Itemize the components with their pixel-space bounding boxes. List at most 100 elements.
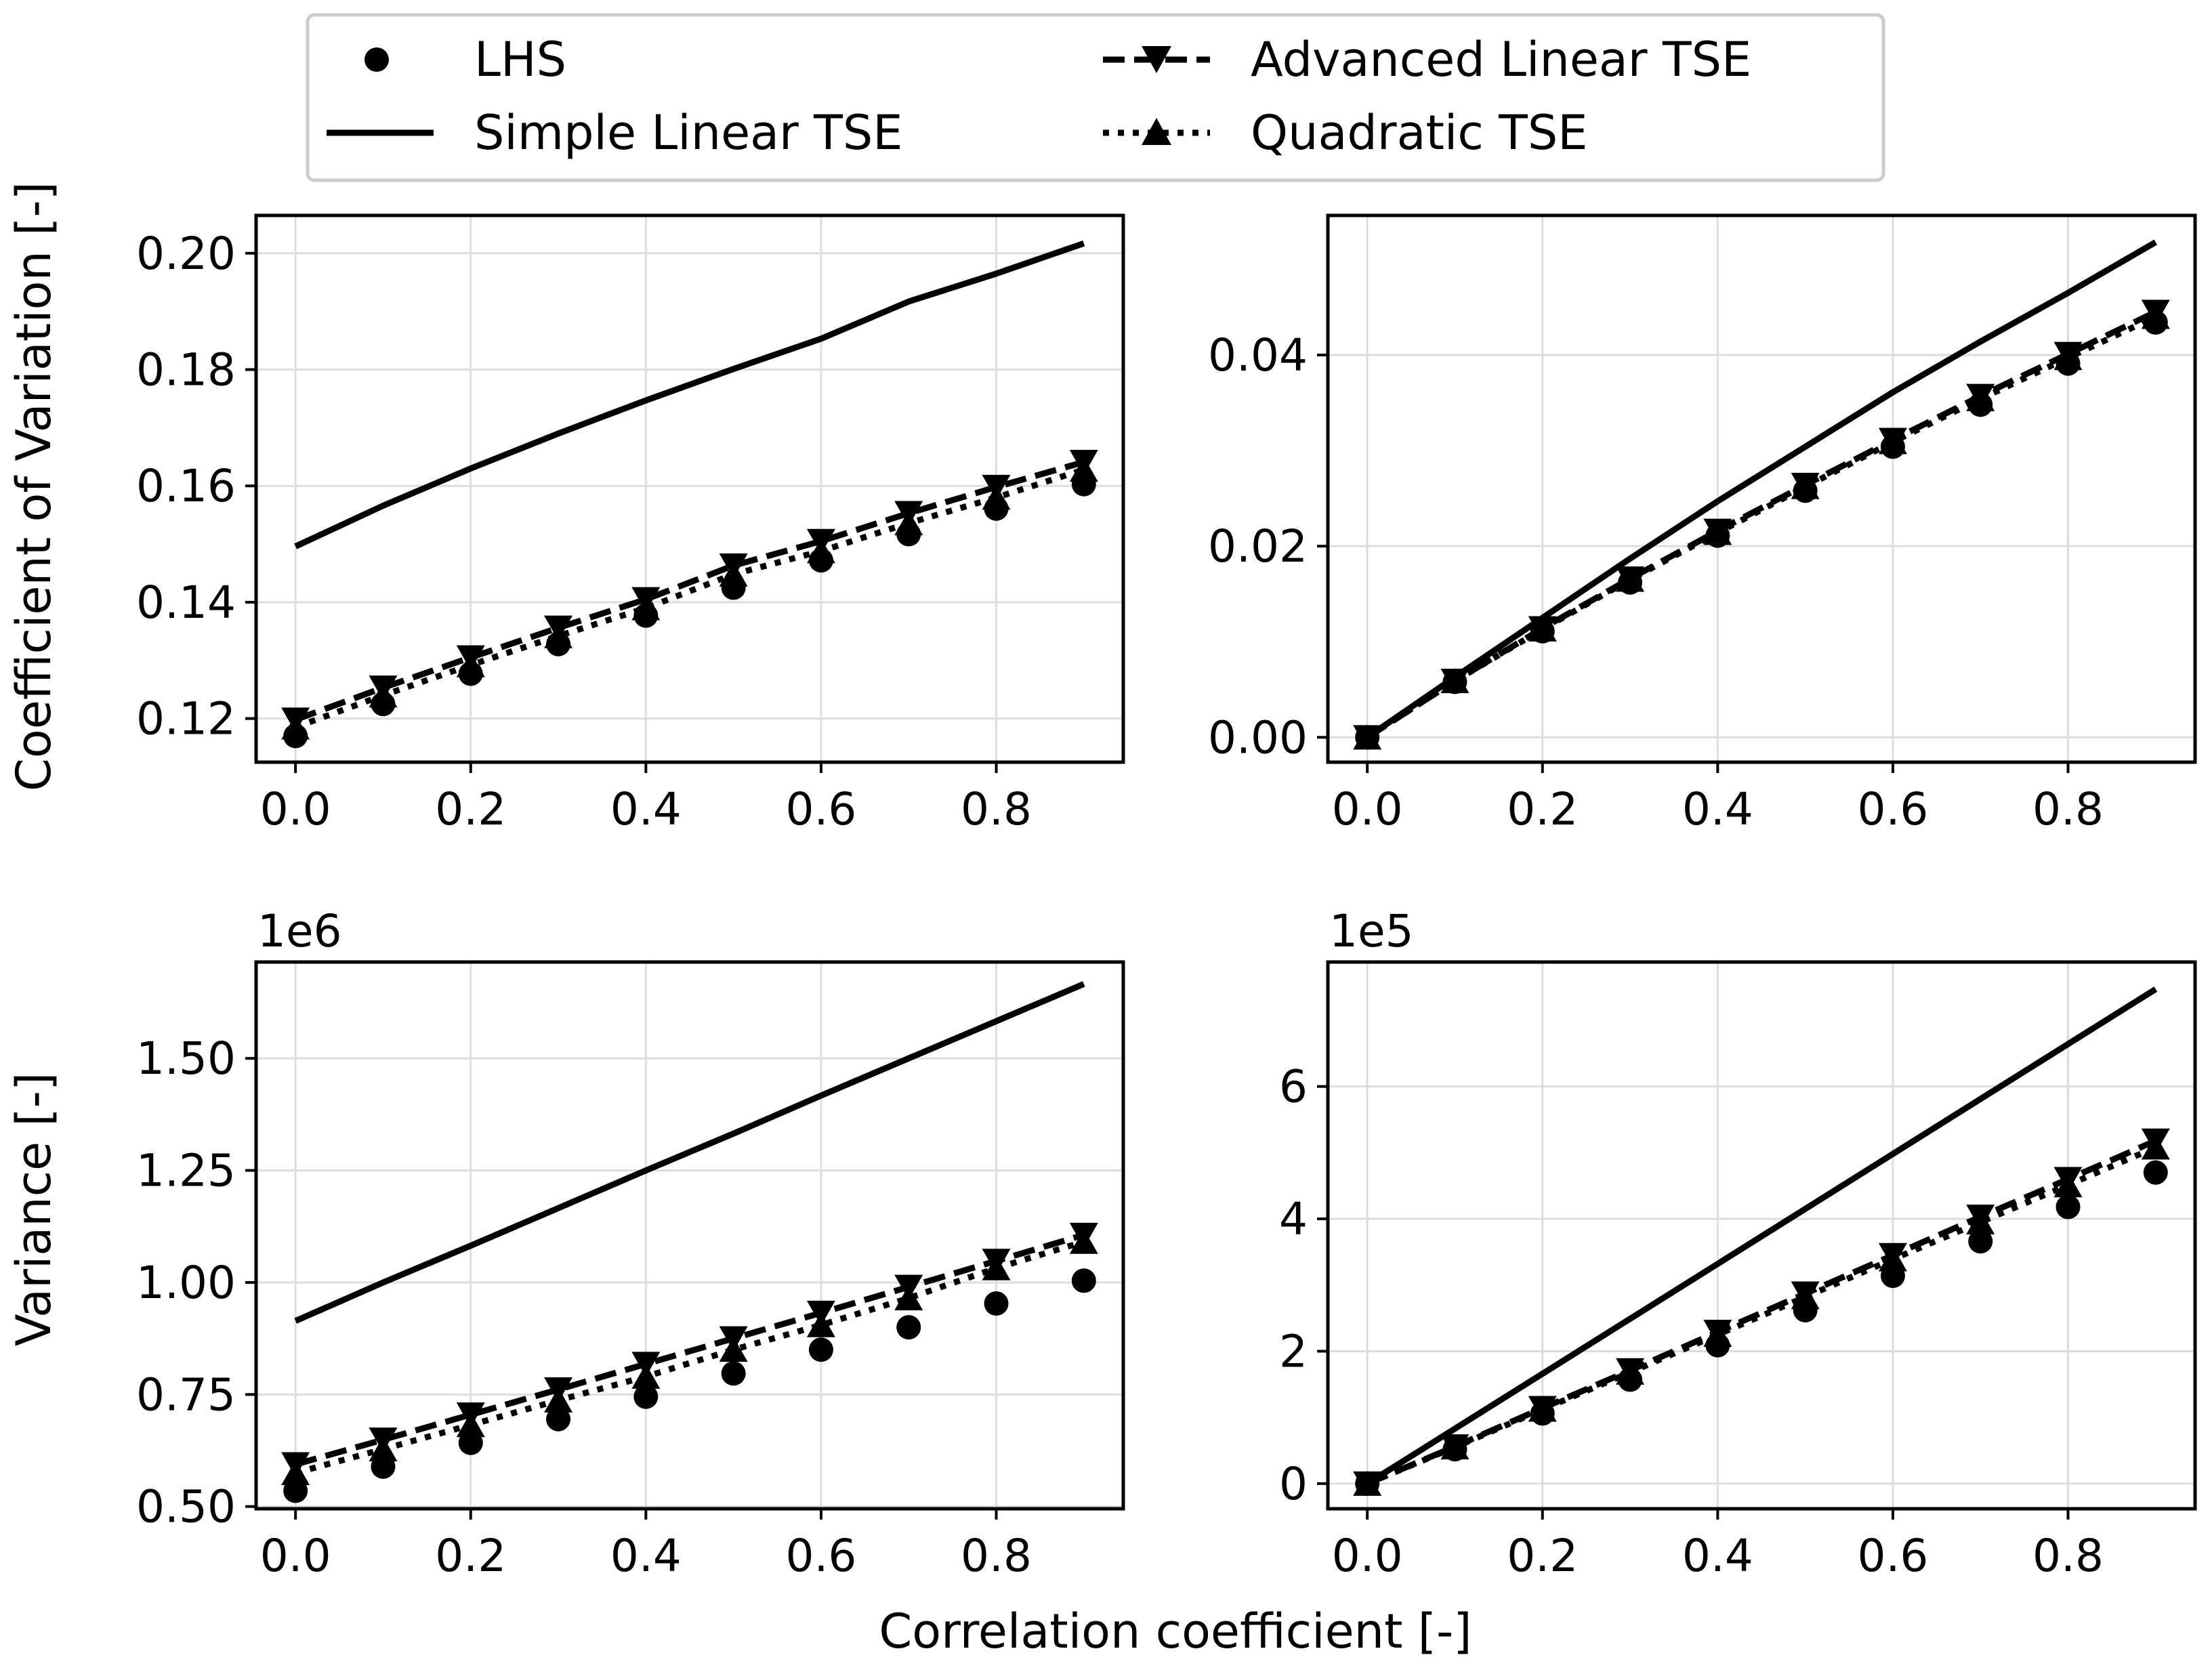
series-line-advanced-linear-tse [294,459,1085,723]
panel-top-left: 0.0 0.2 0.4 0.6 0.8 0.12 0.14 0.16 0.18 0.20 [136,213,1125,835]
offset-label-bottom-right: 1e5 [1329,905,1414,957]
y-tick-label: 0.50 [136,1481,236,1533]
x-axis-label: Correlation coefficient [-] [879,1604,1472,1659]
marker-quadratic-tse [1966,1209,1995,1234]
y-tick-label: 0.16 [136,460,236,512]
series-line-quadratic-tse [294,466,1085,730]
marker-quadratic-tse [982,484,1011,510]
marker-quadratic-tse [2141,1134,2170,1160]
offset-label-bottom-left: 1e6 [257,905,342,957]
marker-quadratic-tse [2141,304,2170,329]
marker-quadratic-tse [1616,1359,1645,1385]
marker-quadratic-tse [1878,429,1907,455]
marker-quadratic-tse [1791,1284,1820,1310]
series-line-quadratic-tse [295,1238,1085,1476]
y-tick-label: 4 [1279,1193,1308,1245]
series-line-advanced-linear-tse [1366,1137,2157,1487]
marker-lhs [1968,1229,1993,1254]
marker-quadratic-tse [281,714,310,740]
x-tick-label: 0.6 [1857,783,1928,835]
legend-label-advanced-linear-tse: Advanced Linear TSE [1251,32,1751,87]
marker-quadratic-tse [369,1436,398,1462]
marker-quadratic-tse [281,1460,310,1486]
marker-lhs [896,1315,921,1340]
series-line-quadratic-tse [1365,314,2157,740]
legend-lhs-marker-icon [364,47,389,72]
x-tick-label: 0.0 [260,1530,331,1582]
marker-quadratic-tse [719,561,748,587]
x-tick-label: 0.6 [785,783,856,835]
marker-quadratic-tse [1069,1228,1098,1254]
y-tick-label: 0.18 [136,344,236,396]
marker-quadratic-tse [894,510,923,536]
panel-bottom-left: 0.0 0.2 0.4 0.6 0.8 0.50 0.75 1.00 1.25 1.50 [136,960,1125,1582]
marker-quadratic-tse [1616,566,1645,592]
marker-quadratic-tse [544,1387,573,1413]
marker-quadratic-tse [982,1255,1011,1280]
marker-quadratic-tse [1528,616,1557,642]
marker-quadratic-tse [1440,1434,1469,1460]
x-tick-label: 0.4 [1682,783,1753,835]
x-tick-label: 0.2 [1507,1530,1578,1582]
marker-quadratic-tse [1353,724,1382,750]
y-tick-label: 0.14 [136,577,236,629]
y-tick-label: 1.50 [136,1032,236,1085]
axes-frame [1326,213,2197,764]
marker-quadratic-tse [2053,345,2083,371]
y-tick-label: 1.00 [136,1257,236,1309]
marker-quadratic-tse [1069,457,1098,482]
axes-frame [254,960,1125,1511]
marker-quadratic-tse [456,1412,485,1438]
x-tick-label: 0.6 [1857,1530,1928,1582]
legend-label-simple-linear-tse: Simple Linear TSE [474,105,903,161]
y-tick-label: 2 [1279,1325,1308,1377]
axes-frame [1326,960,2197,1511]
legend-entry-lhs: LHS [364,32,566,87]
legend-triangle-up-marker-icon [1142,118,1171,145]
marker-quadratic-tse [806,538,835,564]
marker-lhs [984,1291,1009,1316]
x-tick-label: 0.8 [961,783,1032,835]
panel-top-right: 0.0 0.2 0.4 0.6 0.8 0.00 0.02 0.04 [1208,213,2197,835]
x-tick-label: 0.8 [961,1530,1032,1582]
series-line-simple-linear-tse [1365,986,2158,1486]
x-tick-label: 0.2 [1507,783,1578,835]
marker-quadratic-tse [369,682,398,708]
x-tick-label: 0.0 [1332,783,1403,835]
x-tick-label: 0.2 [435,783,506,835]
marker-lhs [721,1361,746,1386]
legend-entry-advanced-linear-tse: Advanced Linear TSE [1103,32,1751,87]
y-tick-label: 0.20 [136,228,236,280]
x-tick-label: 0.4 [610,1530,682,1582]
y-tick-label: 6 [1279,1061,1308,1113]
marker-quadratic-tse [1703,520,1732,545]
marker-quadratic-tse [806,1312,835,1337]
series-line-advanced-linear-tse [294,1232,1085,1467]
axes-frame [254,213,1125,764]
marker-quadratic-tse [719,1337,748,1362]
x-tick-label: 0.4 [610,783,682,835]
marker-quadratic-tse [631,595,661,621]
y-tick-label: 0.00 [1208,711,1308,764]
y-tick-label: 0.12 [136,693,236,745]
x-tick-label: 0.2 [435,1530,506,1582]
panel-bottom-right: 0.0 0.2 0.4 0.6 0.8 0 2 4 6 [1279,960,2197,1582]
marker-quadratic-tse [1966,385,1995,411]
y-axis-label-bottom: Variance [-] [6,1072,62,1347]
marker-lhs [2143,1160,2168,1185]
marker-quadratic-tse [2053,1172,2083,1198]
y-tick-label: 0.04 [1208,329,1308,381]
x-tick-label: 0.0 [1332,1530,1403,1582]
y-tick-label: 1.25 [136,1145,236,1197]
legend-entry-quadratic-tse: Quadratic TSE [1103,105,1588,161]
marker-quadratic-tse [894,1285,923,1311]
marker-lhs [808,1337,833,1362]
marker-quadratic-tse [631,1363,661,1389]
legend-label-lhs: LHS [474,32,566,87]
legend-triangle-down-marker-icon [1142,46,1171,73]
x-tick-label: 0.4 [1682,1530,1753,1582]
x-tick-label: 0.8 [2032,1530,2104,1582]
x-tick-label: 0.0 [260,783,331,835]
y-tick-label: 0.75 [136,1369,236,1421]
